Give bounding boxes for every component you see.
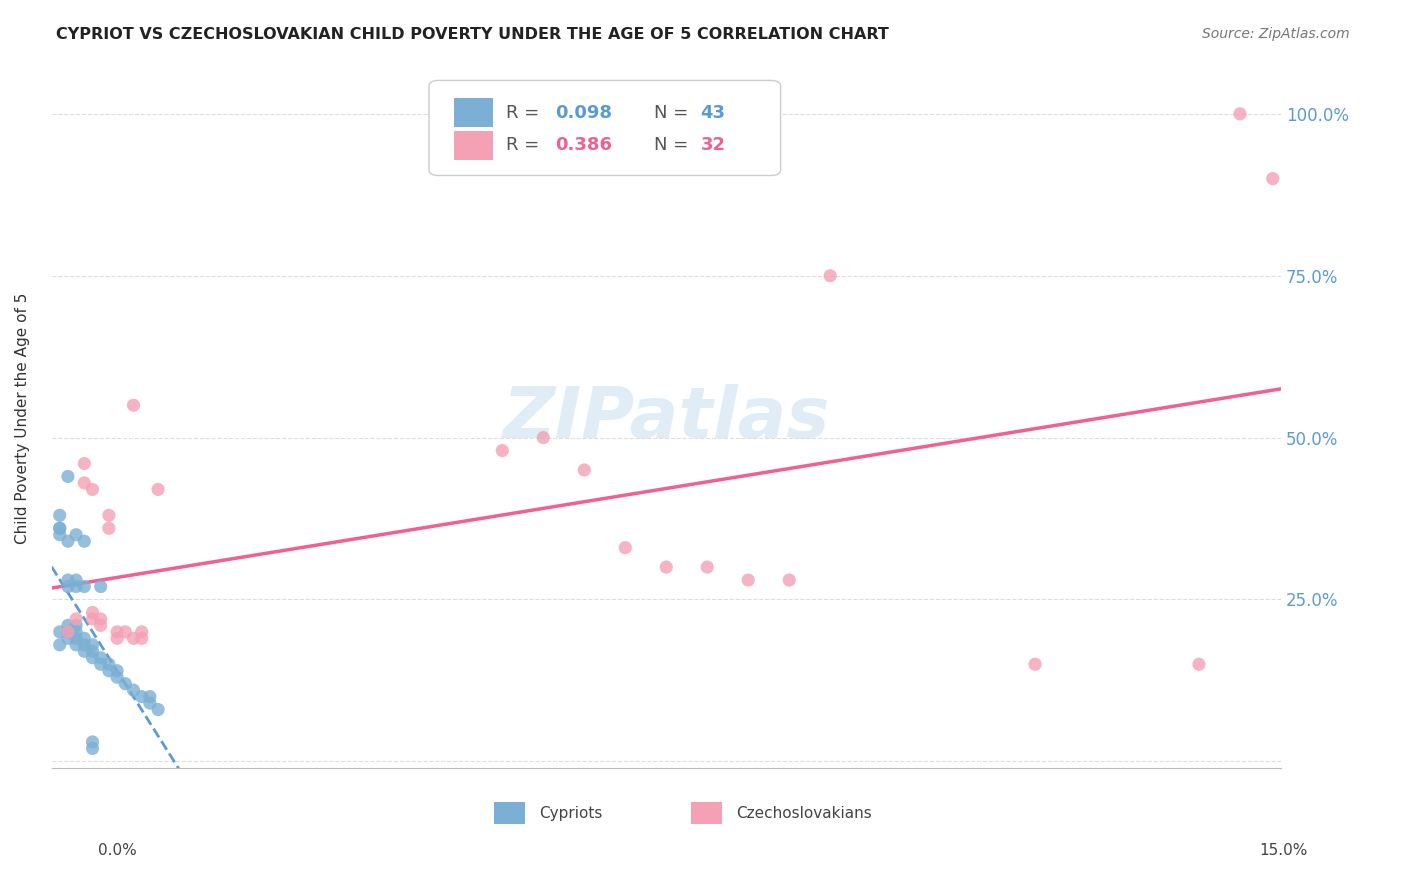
Point [48, 624, 70, 639]
Point [90, 618, 112, 632]
Point [818, 268, 841, 283]
Point [65, 632, 87, 646]
Point [1261, 171, 1284, 186]
Point [65, 638, 87, 652]
Point [146, 702, 169, 716]
Point [105, 632, 128, 646]
Point [82, 735, 104, 749]
Text: N =: N = [654, 136, 695, 154]
Point [139, 696, 162, 710]
Point [531, 431, 554, 445]
Point [48, 638, 70, 652]
Point [56, 534, 79, 549]
Point [97, 664, 120, 678]
Point [122, 683, 145, 698]
FancyBboxPatch shape [454, 131, 494, 161]
Text: Czechoslovakians: Czechoslovakians [737, 805, 872, 821]
Text: ZIPatlas: ZIPatlas [502, 384, 830, 452]
Point [139, 690, 162, 704]
Point [1188, 657, 1211, 672]
Point [778, 573, 800, 587]
Text: Cypriots: Cypriots [540, 805, 603, 821]
Point [97, 508, 120, 523]
Point [73, 580, 96, 594]
Point [122, 632, 145, 646]
Point [114, 676, 136, 690]
Point [97, 521, 120, 535]
Point [56, 618, 79, 632]
Point [56, 624, 79, 639]
Point [48, 508, 70, 523]
Point [1024, 657, 1046, 672]
Point [82, 644, 104, 658]
Point [131, 690, 153, 704]
Point [131, 624, 153, 639]
Point [65, 612, 87, 626]
Point [82, 741, 104, 756]
Point [90, 612, 112, 626]
Point [574, 463, 596, 477]
Point [655, 560, 678, 574]
Point [48, 521, 70, 535]
Point [105, 664, 128, 678]
Point [737, 573, 759, 587]
Point [90, 580, 112, 594]
Point [65, 624, 87, 639]
Point [48, 521, 70, 535]
Text: Source: ZipAtlas.com: Source: ZipAtlas.com [1202, 27, 1350, 41]
Point [82, 483, 104, 497]
Text: R =: R = [506, 103, 546, 121]
Point [105, 670, 128, 684]
Point [48, 527, 70, 541]
Text: 43: 43 [700, 103, 725, 121]
Point [1229, 107, 1251, 121]
Point [56, 469, 79, 483]
Point [82, 650, 104, 665]
Text: 0.386: 0.386 [555, 136, 613, 154]
Point [65, 527, 87, 541]
Text: N =: N = [654, 103, 695, 121]
FancyBboxPatch shape [429, 80, 780, 176]
Point [56, 580, 79, 594]
Point [614, 541, 637, 555]
Text: 32: 32 [700, 136, 725, 154]
Text: 0.0%: 0.0% [98, 843, 138, 858]
Point [56, 624, 79, 639]
Point [73, 644, 96, 658]
Point [73, 475, 96, 490]
Point [73, 632, 96, 646]
Text: CYPRIOT VS CZECHOSLOVAKIAN CHILD POVERTY UNDER THE AGE OF 5 CORRELATION CHART: CYPRIOT VS CZECHOSLOVAKIAN CHILD POVERTY… [56, 27, 889, 42]
Text: 15.0%: 15.0% [1260, 843, 1308, 858]
Point [97, 657, 120, 672]
Point [73, 457, 96, 471]
Point [90, 657, 112, 672]
Point [56, 573, 79, 587]
Point [131, 632, 153, 646]
Point [696, 560, 718, 574]
FancyBboxPatch shape [690, 802, 721, 824]
Point [65, 573, 87, 587]
Point [82, 638, 104, 652]
Point [73, 534, 96, 549]
Point [491, 443, 513, 458]
Point [82, 612, 104, 626]
FancyBboxPatch shape [494, 802, 524, 824]
Point [56, 632, 79, 646]
Point [122, 398, 145, 412]
Text: 0.098: 0.098 [555, 103, 613, 121]
Point [114, 624, 136, 639]
Point [82, 606, 104, 620]
Y-axis label: Child Poverty Under the Age of 5: Child Poverty Under the Age of 5 [15, 293, 30, 544]
Text: R =: R = [506, 136, 546, 154]
Point [105, 624, 128, 639]
FancyBboxPatch shape [454, 98, 494, 128]
Point [65, 618, 87, 632]
Point [73, 638, 96, 652]
Point [65, 580, 87, 594]
Point [90, 650, 112, 665]
Point [146, 483, 169, 497]
